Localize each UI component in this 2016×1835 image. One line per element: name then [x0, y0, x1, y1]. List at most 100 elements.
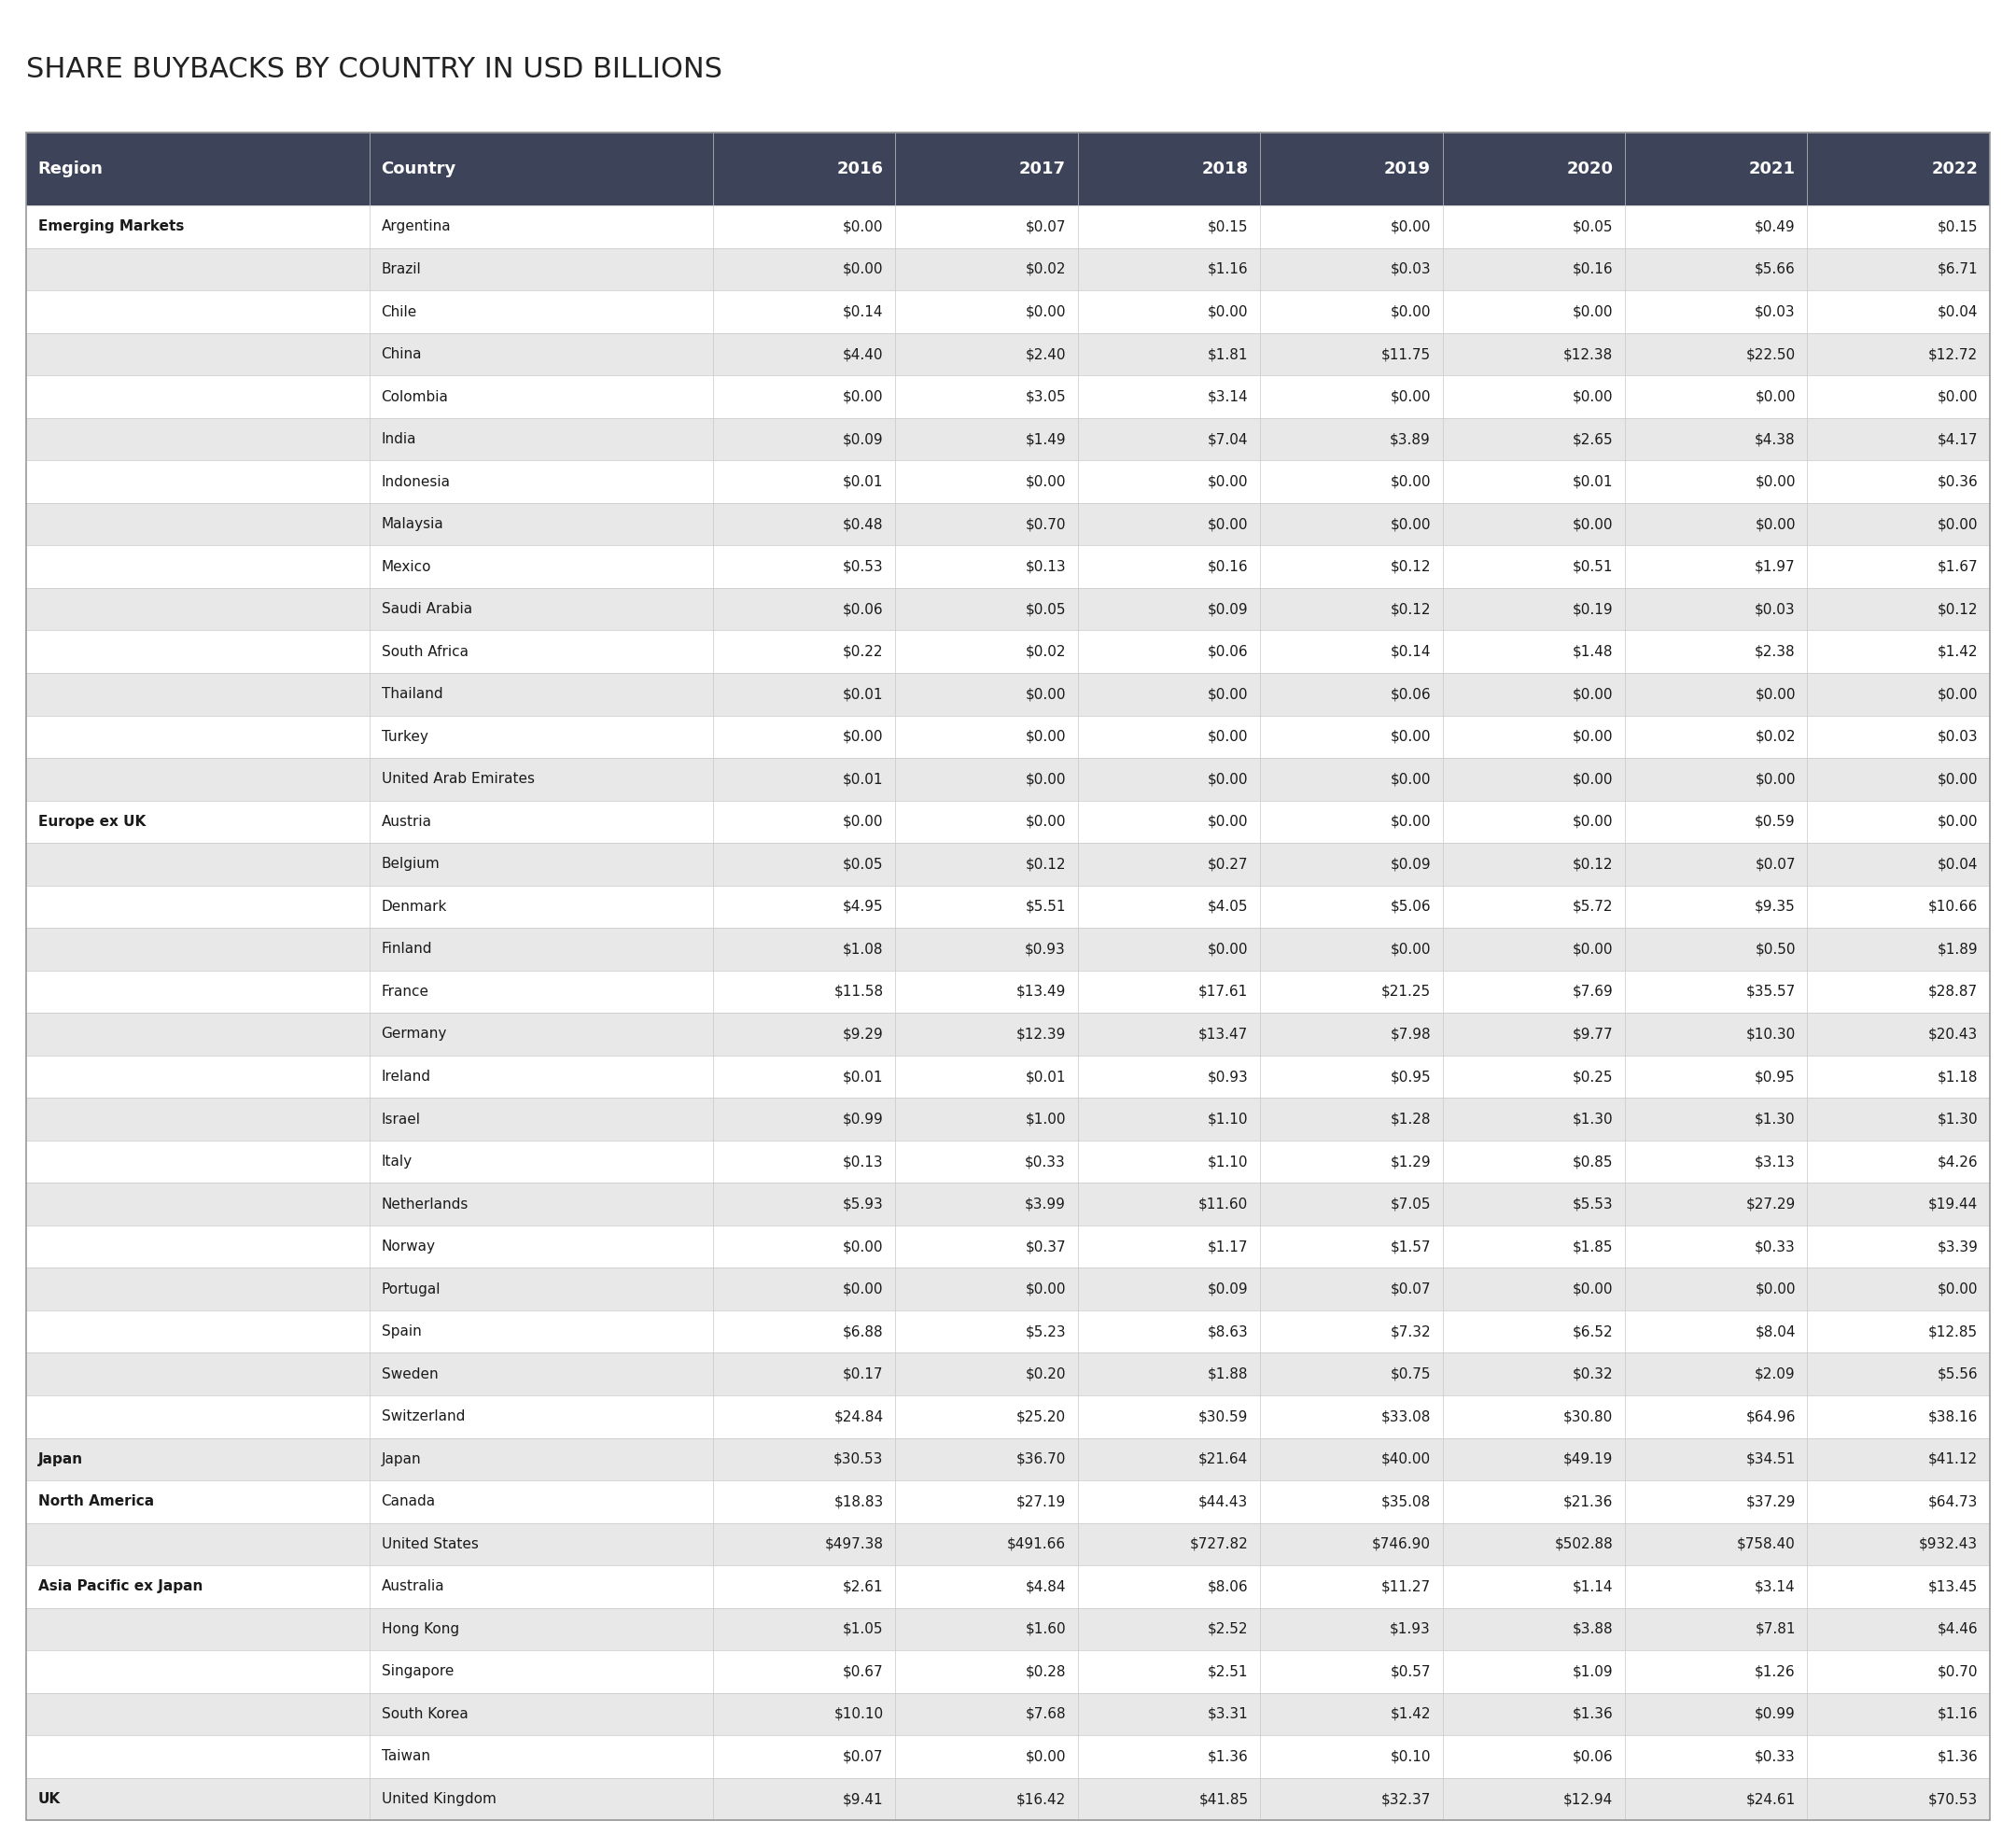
Text: $0.00: $0.00 [1572, 517, 1613, 530]
Text: $7.32: $7.32 [1389, 1325, 1431, 1338]
Text: Hong Kong: Hong Kong [381, 1622, 460, 1637]
Text: $0.00: $0.00 [1756, 688, 1796, 701]
Text: $0.07: $0.07 [1391, 1283, 1431, 1296]
Text: $5.23: $5.23 [1026, 1325, 1066, 1338]
Bar [26, 248, 1990, 290]
Text: $0.12: $0.12 [1391, 602, 1431, 617]
Text: $0.09: $0.09 [1389, 857, 1431, 872]
Text: $21.25: $21.25 [1381, 985, 1431, 998]
Text: Brazil: Brazil [381, 262, 421, 277]
Text: $8.06: $8.06 [1208, 1580, 1248, 1593]
Text: $20.43: $20.43 [1929, 1028, 1978, 1040]
Text: $4.40: $4.40 [843, 347, 883, 361]
Text: $0.03: $0.03 [1937, 730, 1978, 743]
Text: Region: Region [38, 160, 103, 178]
Text: $4.95: $4.95 [843, 899, 883, 914]
Text: $2.09: $2.09 [1754, 1367, 1796, 1382]
Text: $0.93: $0.93 [1208, 1070, 1248, 1084]
Text: $0.33: $0.33 [1754, 1240, 1796, 1253]
Text: $0.00: $0.00 [1026, 730, 1066, 743]
Text: South Korea: South Korea [381, 1707, 468, 1721]
Text: $3.05: $3.05 [1026, 389, 1066, 404]
Text: $3.39: $3.39 [1937, 1240, 1978, 1253]
Text: $30.59: $30.59 [1198, 1409, 1248, 1424]
Text: $0.05: $0.05 [1026, 602, 1066, 617]
Text: $932.43: $932.43 [1919, 1538, 1978, 1551]
Text: $2.61: $2.61 [843, 1580, 883, 1593]
Text: $0.00: $0.00 [1208, 475, 1248, 488]
Text: $1.10: $1.10 [1208, 1154, 1248, 1169]
Text: $0.00: $0.00 [1391, 305, 1431, 319]
Text: Netherlands: Netherlands [381, 1196, 468, 1211]
Text: Argentina: Argentina [381, 220, 452, 233]
Text: Colombia: Colombia [381, 389, 448, 404]
Text: $4.38: $4.38 [1754, 433, 1796, 446]
Text: $0.00: $0.00 [843, 220, 883, 233]
Text: $3.14: $3.14 [1754, 1580, 1796, 1593]
Text: Europe ex UK: Europe ex UK [38, 815, 145, 829]
Text: $0.00: $0.00 [1572, 305, 1613, 319]
Text: $0.00: $0.00 [1572, 389, 1613, 404]
Bar [26, 503, 1990, 545]
Bar [26, 1226, 1990, 1268]
Text: $1.00: $1.00 [1026, 1112, 1066, 1127]
Text: $0.07: $0.07 [843, 1749, 883, 1763]
Text: $0.28: $0.28 [1026, 1664, 1066, 1679]
Text: $10.66: $10.66 [1927, 899, 1978, 914]
Text: $1.60: $1.60 [1026, 1622, 1066, 1637]
Text: $1.08: $1.08 [843, 941, 883, 956]
Text: $1.88: $1.88 [1208, 1367, 1248, 1382]
Text: $5.93: $5.93 [843, 1196, 883, 1211]
Text: $16.42: $16.42 [1016, 1793, 1066, 1806]
Bar [26, 758, 1990, 800]
Text: $7.69: $7.69 [1572, 985, 1613, 998]
Text: United States: United States [381, 1538, 478, 1551]
Bar [26, 1395, 1990, 1439]
Text: $0.27: $0.27 [1208, 857, 1248, 872]
Text: Japan: Japan [38, 1451, 83, 1466]
Text: United Kingdom: United Kingdom [381, 1793, 496, 1806]
Text: $727.82: $727.82 [1189, 1538, 1248, 1551]
Text: $7.05: $7.05 [1391, 1196, 1431, 1211]
Text: $0.49: $0.49 [1754, 220, 1796, 233]
Text: 2018: 2018 [1202, 160, 1248, 178]
Text: $0.01: $0.01 [843, 1070, 883, 1084]
Text: $2.40: $2.40 [1026, 347, 1066, 361]
Bar [26, 1481, 1990, 1523]
Text: $33.08: $33.08 [1381, 1409, 1431, 1424]
Text: $0.00: $0.00 [1937, 815, 1978, 829]
Text: $0.00: $0.00 [843, 730, 883, 743]
Text: Taiwan: Taiwan [381, 1749, 429, 1763]
Bar [26, 1565, 1990, 1607]
Text: $1.30: $1.30 [1572, 1112, 1613, 1127]
Text: $0.00: $0.00 [1756, 773, 1796, 785]
Text: $0.37: $0.37 [1026, 1240, 1066, 1253]
Text: $18.83: $18.83 [835, 1496, 883, 1508]
Text: Finland: Finland [381, 941, 431, 956]
Text: $0.00: $0.00 [1937, 1283, 1978, 1296]
Text: $7.81: $7.81 [1756, 1622, 1796, 1637]
Text: $0.00: $0.00 [1391, 941, 1431, 956]
Text: $1.81: $1.81 [1208, 347, 1248, 361]
Text: $0.12: $0.12 [1391, 560, 1431, 574]
Text: $0.00: $0.00 [1208, 305, 1248, 319]
Text: $0.06: $0.06 [1572, 1749, 1613, 1763]
Text: Switzerland: Switzerland [381, 1409, 466, 1424]
Text: $1.10: $1.10 [1208, 1112, 1248, 1127]
Text: $0.95: $0.95 [1389, 1070, 1431, 1084]
Text: $34.51: $34.51 [1746, 1451, 1796, 1466]
Text: $0.07: $0.07 [1026, 220, 1066, 233]
Text: $0.00: $0.00 [1026, 305, 1066, 319]
Text: $4.46: $4.46 [1937, 1622, 1978, 1637]
Text: Turkey: Turkey [381, 730, 427, 743]
Text: $5.53: $5.53 [1572, 1196, 1613, 1211]
Text: $1.29: $1.29 [1389, 1154, 1431, 1169]
Bar [26, 631, 1990, 673]
Bar [26, 971, 1990, 1013]
Text: Belgium: Belgium [381, 857, 439, 872]
Text: $0.14: $0.14 [843, 305, 883, 319]
Text: $70.53: $70.53 [1929, 1793, 1978, 1806]
Bar [26, 332, 1990, 376]
Text: $0.00: $0.00 [1572, 815, 1613, 829]
Text: $13.47: $13.47 [1200, 1028, 1248, 1040]
